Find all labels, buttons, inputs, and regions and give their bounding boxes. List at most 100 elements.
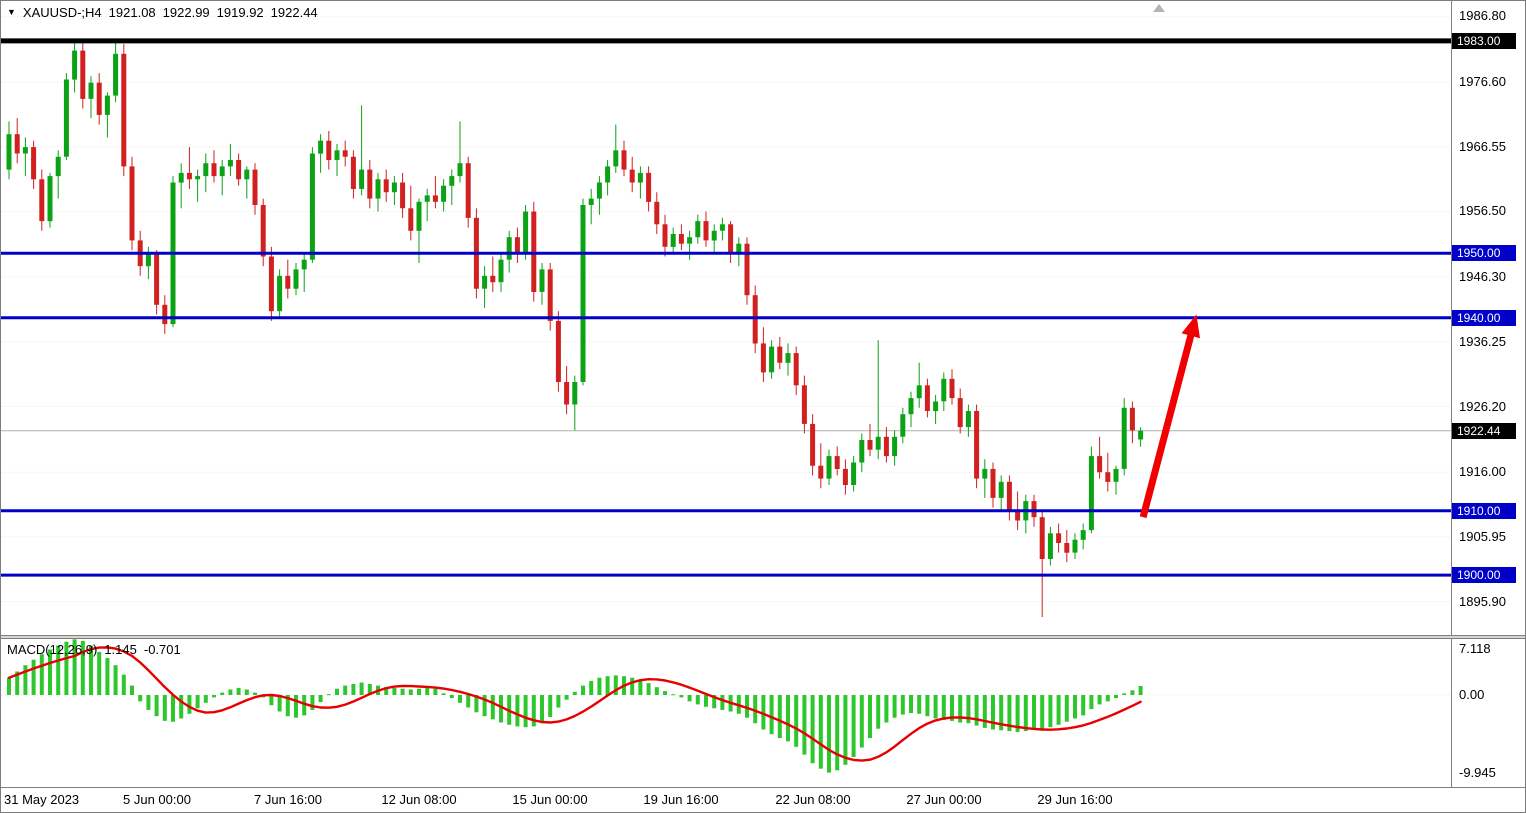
candle-body [6, 134, 12, 170]
time-axis[interactable]: 31 May 2023 5 Jun 00:00 7 Jun 16:00 12 Jun … [1, 788, 1525, 812]
macd-histogram-bar [1040, 695, 1045, 729]
time-axis-label: 27 Jun 00:00 [906, 792, 982, 807]
macd-histogram-bar [458, 695, 462, 703]
macd-histogram-bar [671, 694, 676, 696]
candle-body [564, 382, 570, 405]
ohlc-open-value: 1921.08 [108, 5, 156, 20]
macd-histogram-bar [958, 695, 963, 723]
candle-body [1138, 430, 1144, 440]
macd-histogram-bar [1122, 693, 1127, 695]
macd-histogram-bar [7, 677, 11, 695]
candle-body [498, 259, 504, 283]
candle-body [801, 385, 807, 424]
price-axis[interactable]: 1986.80 1976.60 1966.55 1956.50 1946.30 1936.… [1452, 1, 1525, 787]
macd-histogram-bar [589, 680, 594, 695]
price-tick-label: 1905.95 [1459, 529, 1506, 544]
macd-header: MACD(12,26,9) 1.145 -0.701 [7, 642, 181, 657]
candle-body [219, 166, 225, 177]
candle-body [875, 436, 881, 450]
macd-histogram-bar [351, 684, 356, 695]
price-tick-label: 1916.00 [1459, 464, 1506, 479]
trend-arrow-head[interactable] [1181, 314, 1200, 339]
macd-histogram-bar [1089, 695, 1094, 710]
candle-body [350, 156, 356, 189]
candle-body [900, 414, 906, 437]
candle-body [613, 150, 619, 167]
candle-body [646, 172, 652, 202]
macd-histogram-bar [113, 665, 118, 695]
time-axis-label: 22 Jun 08:00 [775, 792, 851, 807]
macd-histogram-bar [712, 695, 717, 709]
candle-body [1072, 539, 1078, 553]
candle-body [514, 237, 520, 254]
macd-histogram-bar [695, 695, 700, 705]
price-tick-label: 1956.50 [1459, 203, 1506, 218]
candle-body [244, 169, 250, 180]
chart-header: ▼ XAUUSD-;H4 1921.08 1922.99 1919.92 192… [7, 5, 318, 20]
macd-histogram-bar [343, 685, 348, 695]
macd-histogram-bar [244, 689, 249, 695]
price-level-badge: 1983.00 [1452, 33, 1516, 49]
macd-signal-value: -0.701 [143, 642, 181, 657]
symbol-period-label: XAUUSD-;H4 [22, 5, 102, 20]
candle-body [867, 440, 873, 450]
candle-body [490, 275, 496, 283]
macd-signal-line [7, 646, 1142, 762]
chart-shift-marker-icon[interactable] [1153, 4, 1165, 12]
macd-histogram-bar [1114, 695, 1118, 699]
time-axis-separator [1, 787, 1525, 788]
candle-body [924, 385, 930, 411]
macd-histogram-bar [917, 695, 922, 714]
price-tick-label: 1986.80 [1459, 8, 1506, 23]
panel-divider[interactable] [1, 635, 1525, 639]
candle-body [375, 179, 381, 199]
candle-body [719, 224, 725, 231]
time-axis-label: 31 May 2023 [4, 792, 80, 807]
macd-histogram-bar [548, 695, 553, 717]
candle-body [1129, 407, 1135, 431]
macd-histogram-bar [687, 695, 692, 702]
macd-panel[interactable] [1, 639, 1451, 787]
candle-body [211, 163, 217, 177]
macd-histogram-bar [597, 677, 602, 695]
candle-body [334, 150, 340, 160]
macd-histogram-bar [408, 689, 413, 695]
macd-histogram-bar [474, 695, 479, 713]
macd-histogram-bar [1064, 695, 1069, 722]
macd-histogram-bar [572, 691, 577, 695]
dropdown-arrow-icon[interactable]: ▼ [7, 7, 16, 17]
candle-body [129, 166, 135, 241]
candle-body [457, 163, 463, 177]
candle-body [555, 320, 561, 382]
macd-histogram-bar [663, 691, 667, 695]
macd-histogram-bar [195, 695, 200, 709]
candle-body [465, 163, 471, 218]
candle-body [1031, 501, 1037, 518]
candle-body [695, 221, 701, 238]
time-axis-label: 7 Jun 16:00 [254, 792, 322, 807]
candle-body [145, 253, 151, 267]
price-tick-label: 1976.60 [1459, 74, 1506, 89]
macd-histogram-bar [105, 658, 110, 695]
price-chart[interactable] [1, 1, 1451, 635]
macd-histogram-bar [400, 688, 405, 695]
candle-body [104, 95, 110, 115]
macd-histogram-bar [179, 695, 184, 719]
price-tick-label: 1966.55 [1459, 139, 1506, 154]
candle-body [580, 205, 586, 382]
macd-histogram-bar [302, 695, 307, 716]
macd-histogram-bar [835, 695, 840, 771]
candle-body [47, 176, 53, 222]
trend-arrow-line[interactable] [1139, 329, 1196, 519]
macd-histogram-bar [827, 695, 831, 773]
candle-body [523, 211, 529, 254]
macd-histogram-bar [974, 695, 979, 726]
candle-body [203, 163, 209, 177]
candle-body [72, 50, 78, 80]
macd-histogram-bar [1056, 695, 1061, 725]
candle-body [432, 195, 438, 202]
candle-body [318, 140, 324, 154]
candle-body [186, 172, 192, 180]
candle-body [933, 401, 939, 412]
